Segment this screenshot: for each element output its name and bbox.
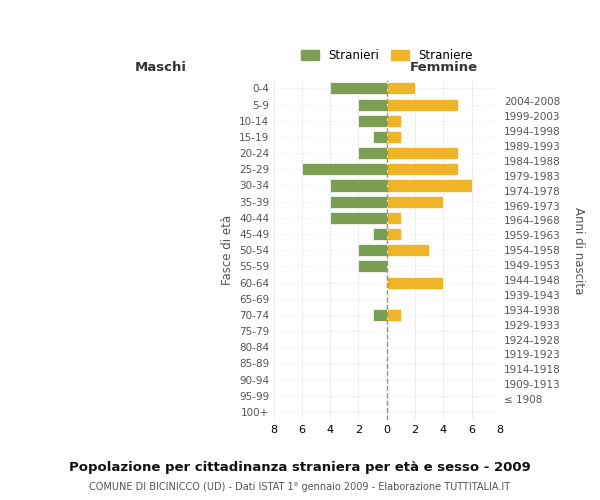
Bar bbox=[387, 147, 458, 159]
Bar bbox=[358, 260, 387, 272]
Bar bbox=[358, 244, 387, 256]
Bar bbox=[387, 244, 429, 256]
Bar bbox=[373, 228, 387, 240]
Bar bbox=[387, 212, 401, 224]
Bar bbox=[387, 163, 458, 175]
Text: Popolazione per cittadinanza straniera per età e sesso - 2009: Popolazione per cittadinanza straniera p… bbox=[69, 461, 531, 474]
Bar bbox=[387, 309, 401, 321]
Bar bbox=[387, 131, 401, 143]
Y-axis label: Anni di nascita: Anni di nascita bbox=[572, 206, 585, 294]
Bar bbox=[387, 276, 443, 288]
Bar bbox=[358, 114, 387, 127]
Bar bbox=[330, 180, 387, 192]
Bar bbox=[387, 98, 458, 110]
Bar bbox=[387, 196, 443, 207]
Bar bbox=[302, 163, 387, 175]
Bar bbox=[387, 228, 401, 240]
Bar bbox=[387, 82, 415, 94]
Legend: Stranieri, Straniere: Stranieri, Straniere bbox=[298, 46, 476, 66]
Bar bbox=[358, 98, 387, 110]
Y-axis label: Fasce di età: Fasce di età bbox=[221, 215, 233, 286]
Bar bbox=[358, 147, 387, 159]
Bar bbox=[387, 180, 472, 192]
Bar bbox=[330, 212, 387, 224]
Bar bbox=[330, 196, 387, 207]
Bar bbox=[373, 131, 387, 143]
Text: COMUNE DI BICINICCO (UD) - Dati ISTAT 1° gennaio 2009 - Elaborazione TUTTITALIA.: COMUNE DI BICINICCO (UD) - Dati ISTAT 1°… bbox=[89, 482, 511, 492]
Text: Maschi: Maschi bbox=[134, 60, 186, 74]
Text: Femmine: Femmine bbox=[409, 60, 478, 74]
Bar bbox=[330, 82, 387, 94]
Bar bbox=[373, 309, 387, 321]
Bar bbox=[387, 114, 401, 127]
